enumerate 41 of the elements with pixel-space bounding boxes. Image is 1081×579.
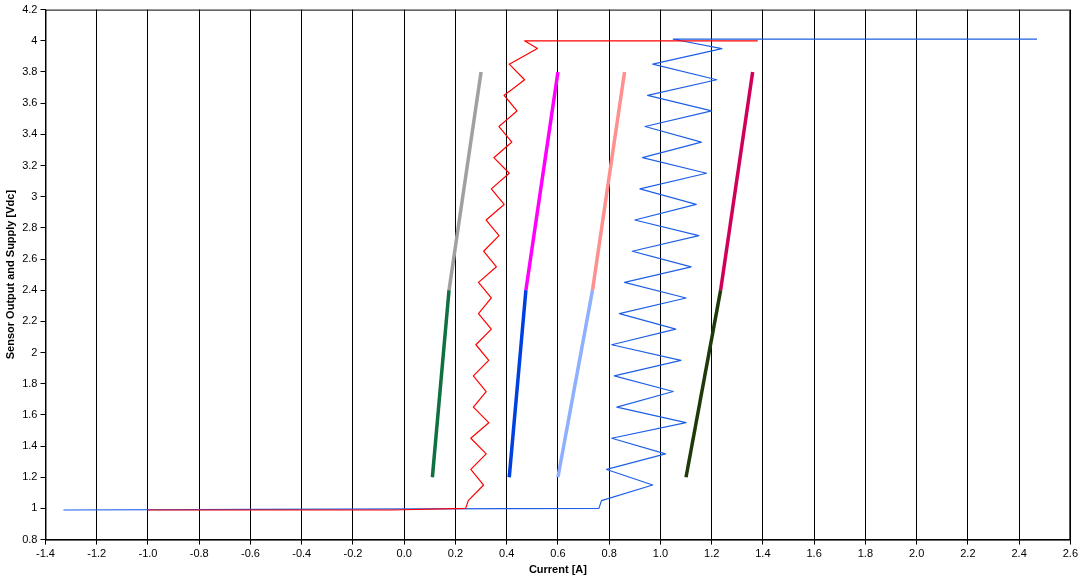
y-tick-label: 2.4: [22, 283, 38, 296]
x-tick-label: 1.8: [857, 547, 874, 560]
y-tick-label: 1.8: [22, 376, 38, 389]
y-tick-label: 4: [31, 33, 38, 46]
y-tick-label: 3: [31, 189, 38, 202]
y-tick-label: 1.2: [22, 470, 38, 483]
y-tick-label: 0.8: [22, 532, 38, 545]
x-tick-label: 0.0: [396, 547, 412, 560]
x-tick-label: 0.4: [499, 547, 515, 560]
x-tick-label: 1.0: [652, 547, 669, 560]
x-tick-label: 2.6: [1062, 547, 1078, 560]
y-tick-label: 2.6: [22, 252, 38, 265]
x-tick-label: 0.8: [601, 547, 617, 560]
y-tick-label: 2.8: [22, 220, 38, 233]
y-tick-label: 2.2: [22, 314, 38, 327]
x-tick-label: 0.2: [447, 547, 464, 560]
x-tick-label: 2.0: [908, 547, 925, 560]
x-tick-label: -1.0: [138, 547, 158, 560]
y-tick-label: 1.6: [22, 407, 38, 420]
x-axis-title: Current [A]: [528, 563, 588, 576]
x-tick-label: -0.8: [189, 547, 209, 560]
y-tick-label: 4.2: [22, 2, 38, 15]
y-tick-label: 3.6: [22, 96, 38, 109]
y-tick-label: 3.2: [22, 158, 38, 171]
y-tick-label: 3.8: [22, 64, 38, 77]
x-tick-label: -0.6: [240, 547, 260, 560]
x-tick-label: 2.4: [1011, 547, 1027, 560]
x-tick-label: -0.2: [343, 547, 363, 560]
y-axis-title: Sensor Output and Supply [Vdc]: [3, 189, 16, 360]
y-tick-label: 2: [31, 345, 38, 358]
y-tick-label: 1: [31, 501, 38, 514]
y-tick-label: 1.4: [22, 439, 38, 452]
x-tick-label: 2.2: [960, 547, 976, 560]
x-tick-label: 1.4: [755, 547, 771, 560]
y-tick-label: 3.4: [22, 127, 38, 140]
x-tick-label: -1.4: [36, 547, 55, 560]
x-tick-label: -1.2: [87, 547, 107, 560]
x-tick-label: 0.6: [550, 547, 566, 560]
x-tick-label: 1.2: [704, 547, 720, 560]
x-tick-label: 1.6: [806, 547, 822, 560]
x-tick-label: -0.4: [292, 547, 312, 560]
